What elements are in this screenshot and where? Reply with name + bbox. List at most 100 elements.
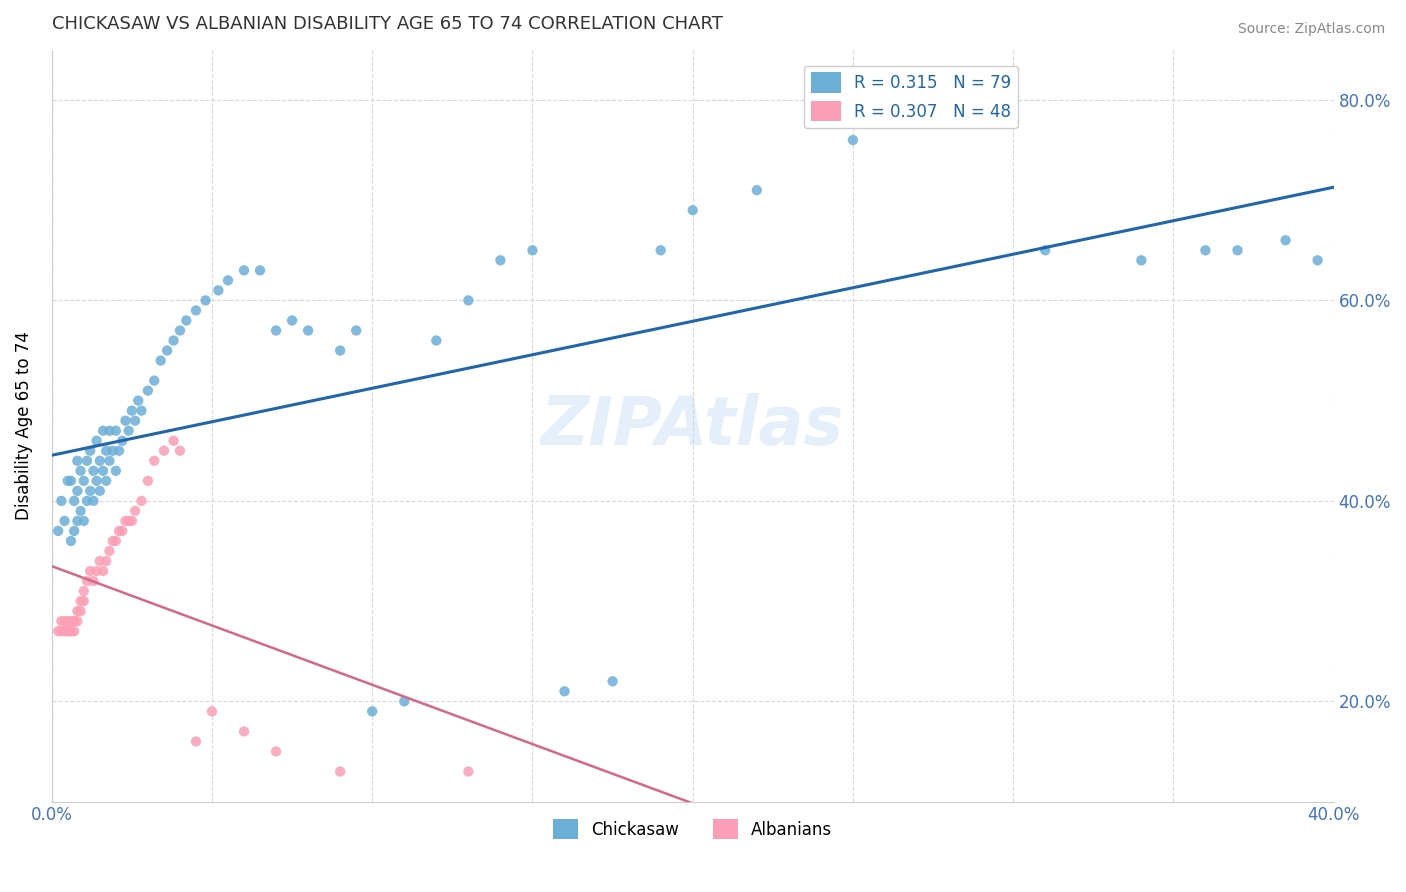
Point	[121, 514, 143, 528]
Point	[169, 443, 191, 458]
Point	[344, 323, 367, 337]
Point	[124, 504, 146, 518]
Point	[1130, 253, 1153, 268]
Point	[650, 244, 672, 258]
Point	[153, 443, 176, 458]
Point	[98, 454, 121, 468]
Point	[233, 263, 256, 277]
Point	[82, 574, 104, 588]
Point	[602, 674, 624, 689]
Point	[281, 313, 304, 327]
Point	[136, 384, 159, 398]
Point	[124, 414, 146, 428]
Point	[53, 624, 76, 639]
Point	[1306, 253, 1329, 268]
Point	[156, 343, 179, 358]
Point	[489, 253, 512, 268]
Point	[114, 514, 136, 528]
Point	[136, 474, 159, 488]
Point	[108, 524, 131, 538]
Point	[69, 504, 91, 518]
Point	[86, 474, 108, 488]
Point	[59, 624, 82, 639]
Point	[63, 614, 86, 628]
Point	[101, 533, 124, 548]
Point	[96, 443, 118, 458]
Point	[79, 443, 101, 458]
Point	[127, 393, 149, 408]
Point	[98, 544, 121, 558]
Point	[51, 494, 73, 508]
Point	[73, 594, 96, 608]
Point	[201, 704, 224, 718]
Point	[69, 464, 91, 478]
Point	[111, 524, 134, 538]
Point	[59, 624, 82, 639]
Point	[329, 343, 352, 358]
Point	[297, 323, 319, 337]
Point	[108, 443, 131, 458]
Point	[79, 564, 101, 578]
Text: ZIPAtlas: ZIPAtlas	[541, 392, 844, 458]
Point	[53, 514, 76, 528]
Point	[82, 464, 104, 478]
Point	[1274, 233, 1296, 247]
Point	[63, 624, 86, 639]
Point	[329, 764, 352, 779]
Point	[118, 514, 141, 528]
Point	[104, 533, 127, 548]
Point	[1194, 244, 1216, 258]
Point	[66, 454, 89, 468]
Point	[176, 313, 198, 327]
Point	[63, 614, 86, 628]
Point	[46, 524, 69, 538]
Point	[66, 483, 89, 498]
Point	[98, 424, 121, 438]
Point	[114, 414, 136, 428]
Legend: Chickasaw, Albanians: Chickasaw, Albanians	[547, 813, 839, 846]
Point	[162, 334, 184, 348]
Point	[73, 514, 96, 528]
Point	[104, 424, 127, 438]
Point	[425, 334, 447, 348]
Point	[63, 524, 86, 538]
Point	[361, 704, 384, 718]
Text: Source: ZipAtlas.com: Source: ZipAtlas.com	[1237, 22, 1385, 37]
Point	[745, 183, 768, 197]
Point	[63, 494, 86, 508]
Point	[118, 424, 141, 438]
Point	[264, 323, 287, 337]
Point	[111, 434, 134, 448]
Point	[79, 483, 101, 498]
Point	[51, 614, 73, 628]
Point	[104, 464, 127, 478]
Point	[682, 203, 704, 218]
Point	[938, 113, 960, 128]
Point	[89, 483, 111, 498]
Point	[121, 403, 143, 417]
Point	[76, 454, 98, 468]
Point	[56, 624, 79, 639]
Point	[143, 374, 166, 388]
Point	[143, 454, 166, 468]
Point	[249, 263, 271, 277]
Point	[233, 724, 256, 739]
Point	[457, 764, 479, 779]
Point	[96, 474, 118, 488]
Point	[46, 624, 69, 639]
Point	[59, 533, 82, 548]
Point	[66, 614, 89, 628]
Point	[96, 554, 118, 568]
Point	[56, 614, 79, 628]
Point	[66, 514, 89, 528]
Point	[184, 303, 207, 318]
Point	[169, 323, 191, 337]
Point	[217, 273, 239, 287]
Point	[522, 244, 544, 258]
Point	[86, 564, 108, 578]
Point	[1033, 244, 1056, 258]
Point	[207, 284, 229, 298]
Point	[69, 604, 91, 618]
Point	[89, 454, 111, 468]
Point	[194, 293, 217, 308]
